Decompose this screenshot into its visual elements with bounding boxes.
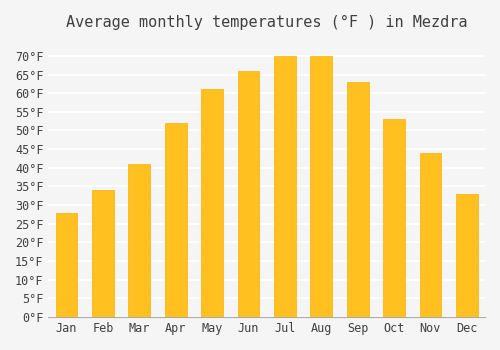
Title: Average monthly temperatures (°F ) in Mezdra: Average monthly temperatures (°F ) in Me…: [66, 15, 468, 30]
Bar: [456, 194, 477, 317]
Bar: [128, 164, 150, 317]
Bar: [383, 119, 405, 317]
Bar: [420, 153, 442, 317]
Bar: [274, 56, 296, 317]
Bar: [201, 90, 223, 317]
Bar: [92, 190, 114, 317]
Bar: [165, 123, 186, 317]
Bar: [238, 71, 260, 317]
Bar: [346, 82, 368, 317]
Bar: [56, 212, 78, 317]
Bar: [310, 56, 332, 317]
